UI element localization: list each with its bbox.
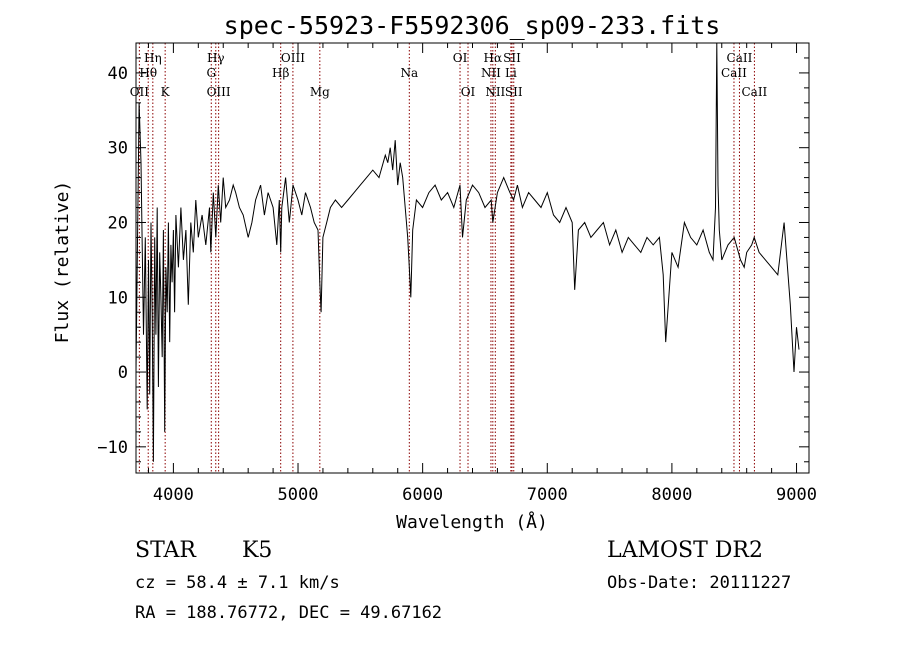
y-tick-label: 10 (108, 288, 128, 308)
line-label: K (161, 85, 171, 99)
plot-frame (135, 42, 810, 474)
line-label: Li (505, 66, 517, 80)
line-label: CaII (727, 51, 753, 65)
y-tick-label: 20 (108, 213, 128, 233)
x-tick-label: 5000 (278, 485, 319, 505)
line-label: Hθ (139, 66, 157, 80)
line-label: Na (400, 66, 418, 80)
line-label: Hη (144, 51, 162, 65)
x-tick-label: 8000 (651, 485, 692, 505)
line-label: G (206, 66, 216, 80)
line-label: NII (481, 66, 501, 80)
y-tick-label: 40 (108, 64, 128, 84)
x-tick-label: 6000 (402, 485, 443, 505)
ra-dec-coordinates: RA = 188.76772, DEC = 49.67162 (135, 603, 443, 623)
line-label: OI (461, 85, 476, 99)
y-axis-label: Flux (relative) (52, 181, 73, 344)
x-tick-label: 4000 (153, 485, 194, 505)
y-tick-label: −10 (97, 438, 128, 458)
line-label: Hα (484, 51, 503, 65)
object-class: STAR (135, 538, 196, 563)
line-label: OIII (281, 51, 305, 65)
line-label: CaII (741, 85, 767, 99)
y-axis: −10 0 10 20 30 40 (97, 42, 809, 463)
y-tick-label: 0 (118, 363, 128, 383)
line-label: NII (485, 85, 505, 99)
x-tick-label: 9000 (776, 485, 817, 505)
spectrum-line (135, 42, 800, 462)
y-tick-label: 30 (108, 139, 128, 159)
chart-title: spec-55923-F5592306_sp09-233.fits (224, 11, 721, 40)
x-tick-label: 7000 (527, 485, 568, 505)
line-label: SII (505, 85, 523, 99)
x-axis: 4000 5000 6000 7000 8000 9000 (147, 43, 817, 505)
line-label: OIII (207, 85, 231, 99)
emission-line-markers (138, 43, 755, 473)
line-label: Hβ (272, 66, 289, 80)
emission-line-labels: OIIHθHηKHγGOIIIHβOIIIMgNaOIOIHαNIINIISII… (130, 51, 768, 99)
object-subclass: K5 (242, 538, 273, 563)
line-label: Mg (310, 85, 330, 99)
line-label: Hγ (207, 51, 225, 65)
survey-name: LAMOST DR2 (607, 538, 763, 563)
observation-date: Obs-Date: 20111227 (607, 573, 792, 593)
x-axis-label: Wavelength (Å) (396, 511, 548, 533)
line-label: OI (453, 51, 468, 65)
line-label: CaII (721, 66, 747, 80)
line-label: OII (130, 85, 150, 99)
redshift-velocity: cz = 58.4 ± 7.1 km/s (135, 573, 340, 593)
line-label: SII (503, 51, 521, 65)
